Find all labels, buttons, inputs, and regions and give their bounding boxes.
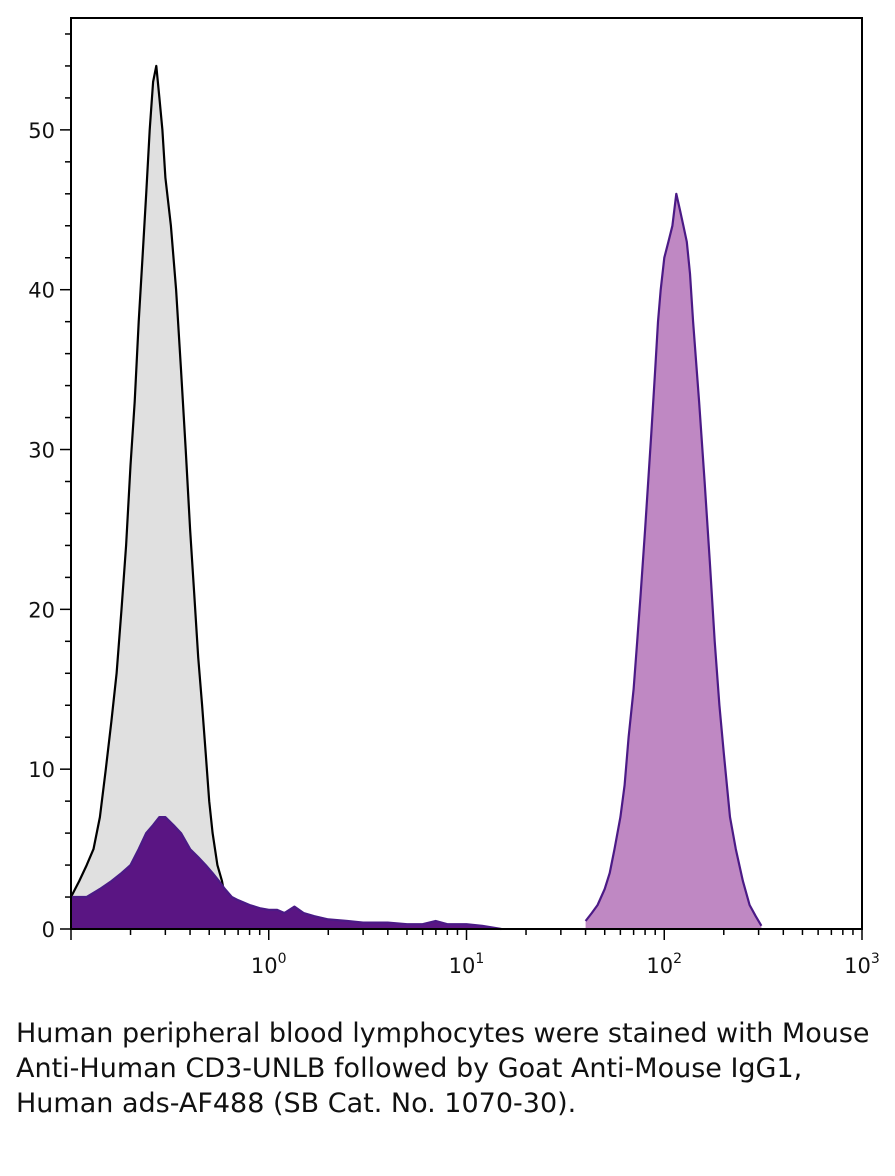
series-unstained-line — [71, 816, 502, 931]
y-tick-label: 0 — [42, 918, 55, 942]
series-isotype-line — [70, 64, 240, 930]
histogram-chart: 0 10 20 30 40 50 100 101 102 103 — [28, 17, 880, 978]
series-stained-area — [585, 193, 762, 930]
y-tick-label: 50 — [28, 119, 55, 143]
figure-caption: Human peripheral blood lymphocytes were … — [16, 1018, 870, 1119]
y-tick-label: 20 — [28, 598, 55, 622]
x-tick-label: 103 — [844, 951, 880, 978]
series-layer — [70, 64, 763, 931]
y-tick-label: 40 — [28, 279, 55, 303]
x-tick-label: 101 — [449, 951, 485, 978]
series-unstained-area — [71, 817, 502, 929]
y-tick-label: 30 — [28, 439, 55, 463]
x-axis: 100 101 102 103 — [70, 929, 880, 978]
y-tick-label: 10 — [28, 758, 55, 782]
x-tick-label: 100 — [251, 951, 287, 978]
series-stained-line — [584, 192, 763, 927]
x-tick-label: 102 — [646, 951, 682, 978]
y-axis: 0 10 20 30 40 50 — [28, 33, 71, 942]
series-isotype-area — [71, 65, 239, 929]
